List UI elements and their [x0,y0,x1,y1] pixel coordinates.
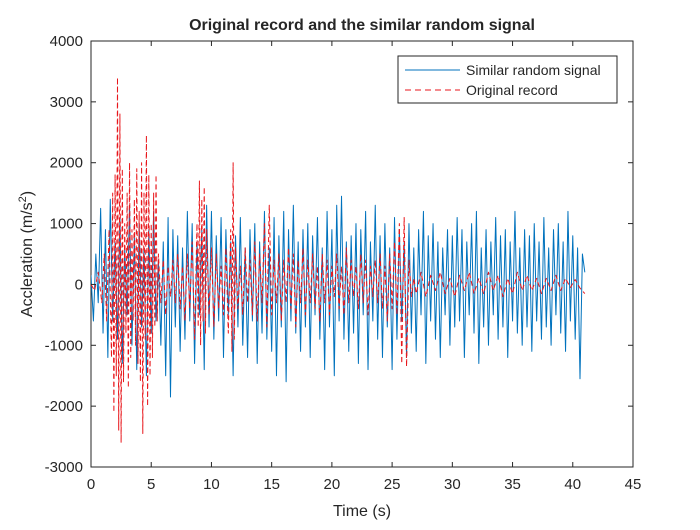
y-axis-label-close: ) [19,191,36,196]
y-axis-label: Accleration (m/s2) [17,191,36,317]
y-axis-label-main: Accleration (m/s [19,202,36,317]
legend-label-original-record: Original record [466,82,558,98]
x-axis-label: Time (s) [333,503,391,520]
x-axis-ticks: 0 5 10 15 20 25 30 35 40 45 [87,41,642,493]
x-tick-label: 20 [324,476,341,493]
y-axis-label-superscript: 2 [17,196,29,202]
x-tick-label: 30 [444,476,461,493]
y-tick-label: -3000 [45,459,83,476]
series-line-similar-random-signal [91,195,586,398]
y-tick-label: -1000 [45,337,83,354]
x-tick-label: 15 [263,476,280,493]
y-tick-label: 2000 [50,155,83,172]
plot-area: 0 5 10 15 20 25 30 35 40 45 -3000 -2000 -1000 0 1000 2… [45,33,642,493]
y-tick-label: 4000 [50,33,83,50]
x-tick-label: 0 [87,476,95,493]
series-line-original-record [91,77,586,444]
y-tick-label: 3000 [50,94,83,111]
x-tick-label: 45 [625,476,642,493]
legend-box [397,55,618,104]
legend-label-similar-random-signal: Similar random signal [466,62,601,78]
chart-title: Original record and the similar random s… [189,17,535,34]
x-tick-label: 35 [504,476,521,493]
legend: Similar random signal Original record [397,55,618,104]
x-tick-label: 5 [147,476,155,493]
y-axis-ticks: -3000 -2000 -1000 0 1000 2000 3000 4000 [45,33,633,476]
y-tick-label: 1000 [50,216,83,233]
y-tick-label: -2000 [45,398,83,415]
y-tick-label: 0 [75,276,83,293]
series-layer [91,77,586,444]
x-tick-label: 40 [564,476,581,493]
x-tick-label: 25 [384,476,401,493]
x-tick-label: 10 [203,476,220,493]
